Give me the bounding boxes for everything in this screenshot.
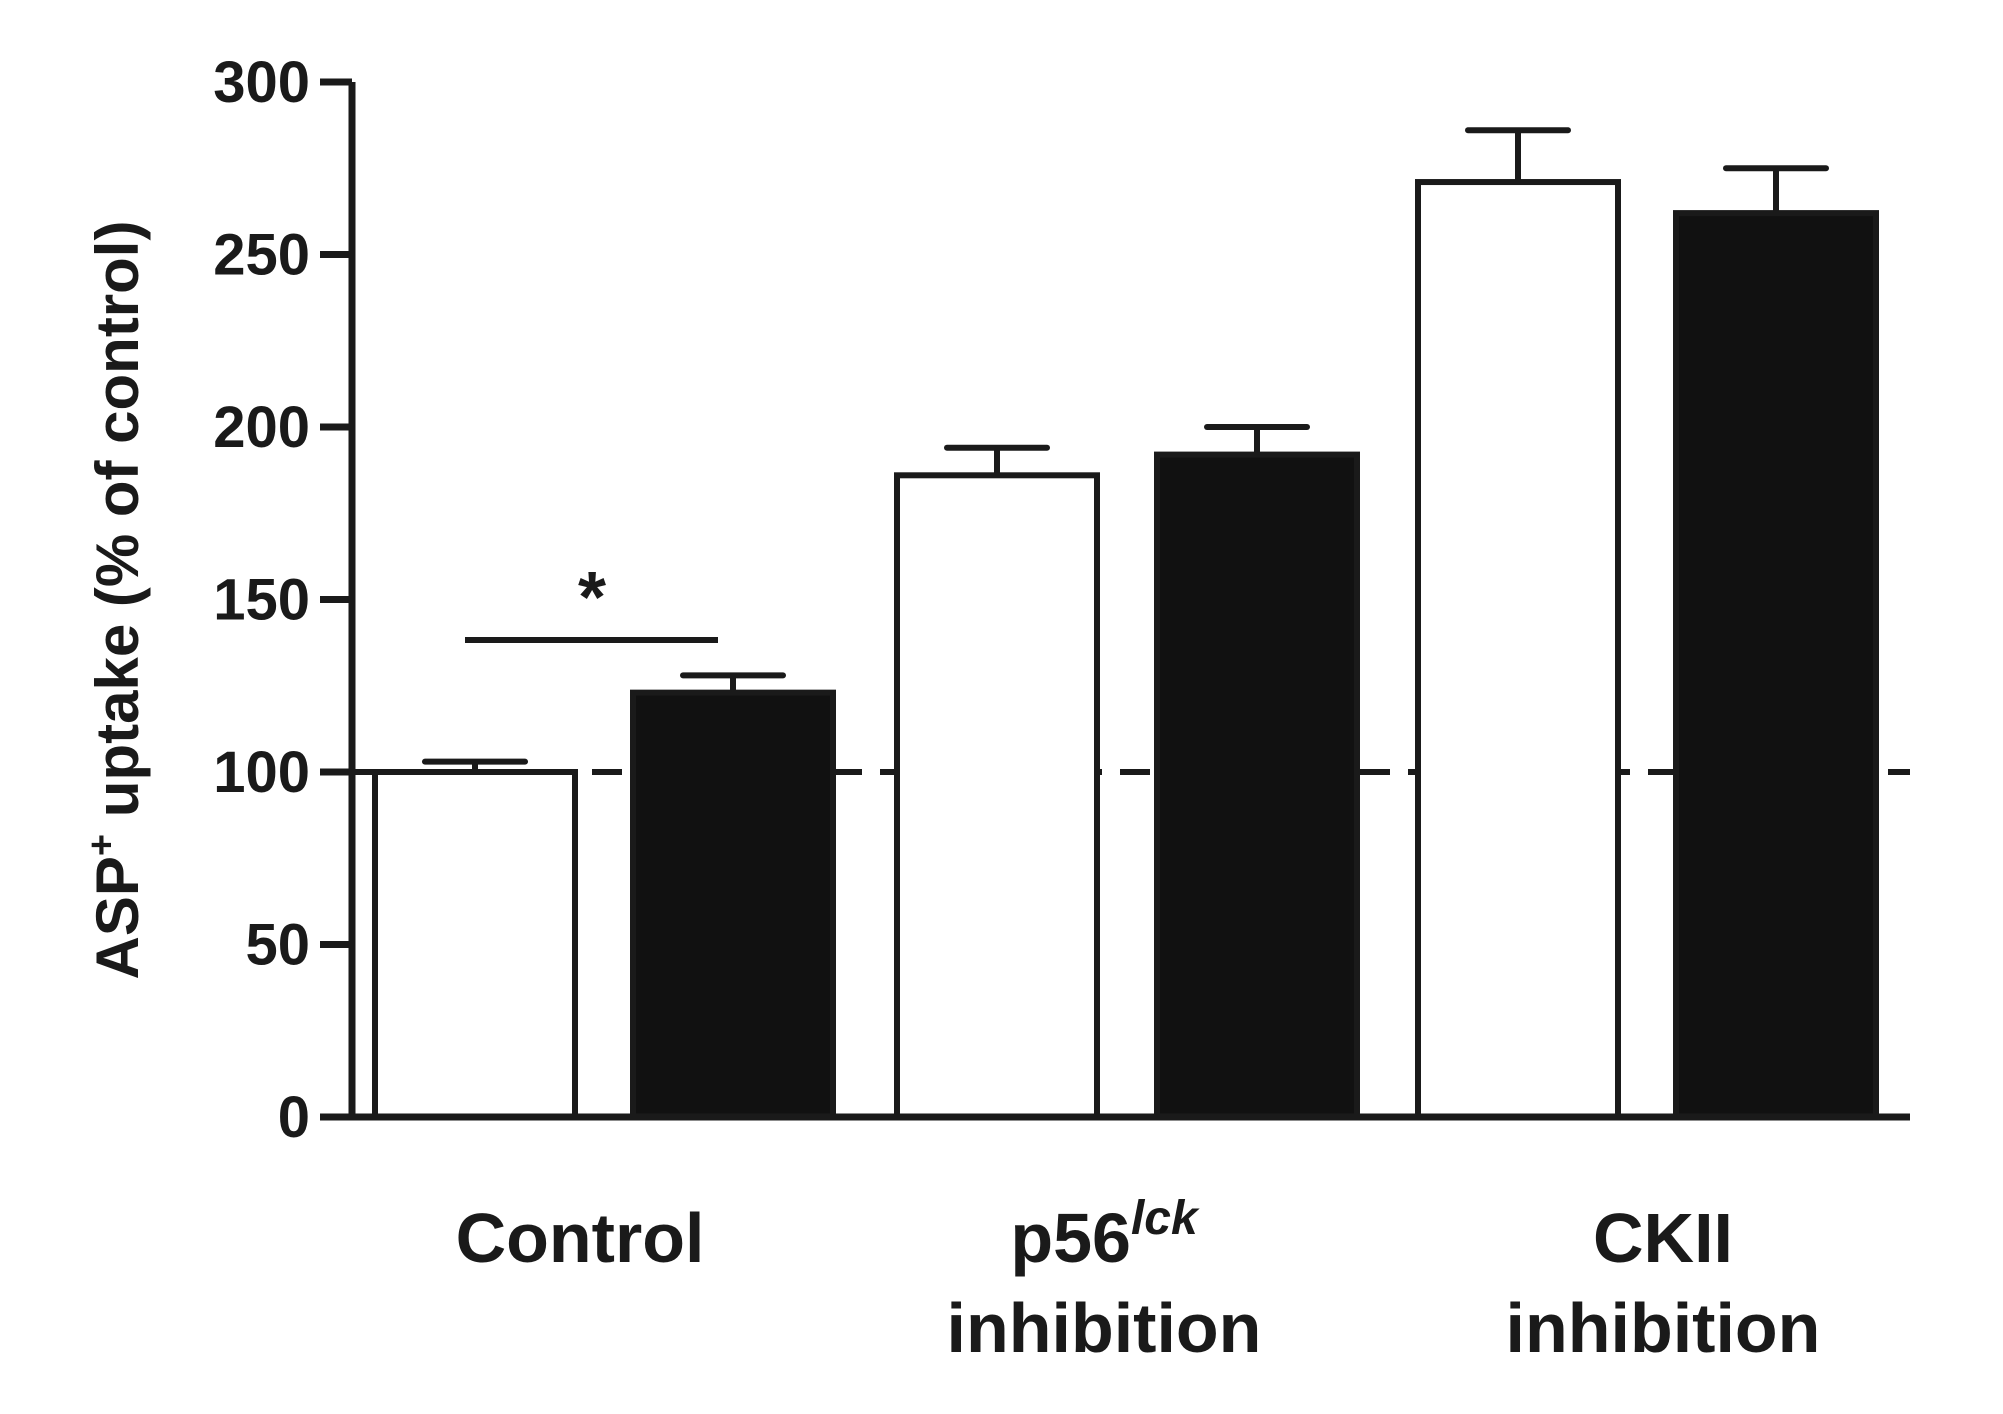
y-tick-label-150: 150 <box>213 568 310 633</box>
bar-open-1 <box>894 472 1100 1120</box>
bar-open-0 <box>372 769 578 1120</box>
y-tick-label-200: 200 <box>213 395 310 460</box>
category-label-2-main: CKII <box>1593 1199 1733 1277</box>
y-axis-title-sup: + <box>81 834 123 856</box>
y-tick-label-100: 100 <box>213 740 310 805</box>
y-axis-title-main: ASP <box>84 856 151 979</box>
category-label-1: p56lck <box>1010 1192 1200 1277</box>
bar-filled-2 <box>1673 210 1879 1121</box>
significance-asterisk: * <box>578 558 606 638</box>
category-label-1-sup: lck <box>1131 1192 1200 1245</box>
y-axis-title: ASP+ uptake (% of control) <box>81 221 151 980</box>
bar-open-2 <box>1415 179 1621 1121</box>
bar-filled-1 <box>1154 451 1360 1121</box>
y-tick-label-300: 300 <box>213 50 310 115</box>
category-label-2-line2: inhibition <box>1506 1289 1821 1367</box>
category-label-0-main: Control <box>456 1199 705 1277</box>
category-label-1-main: p56 <box>1010 1199 1131 1277</box>
y-axis-title-rest: uptake (% of control) <box>84 221 151 834</box>
y-tick-label-0: 0 <box>278 1085 310 1150</box>
category-label-2: CKII <box>1593 1199 1733 1277</box>
category-label-0: Control <box>456 1199 705 1277</box>
y-tick-label-250: 250 <box>213 223 310 288</box>
y-tick-label-50: 50 <box>245 913 310 978</box>
category-label-1-line2: inhibition <box>947 1289 1262 1367</box>
bar-filled-0 <box>630 689 836 1121</box>
